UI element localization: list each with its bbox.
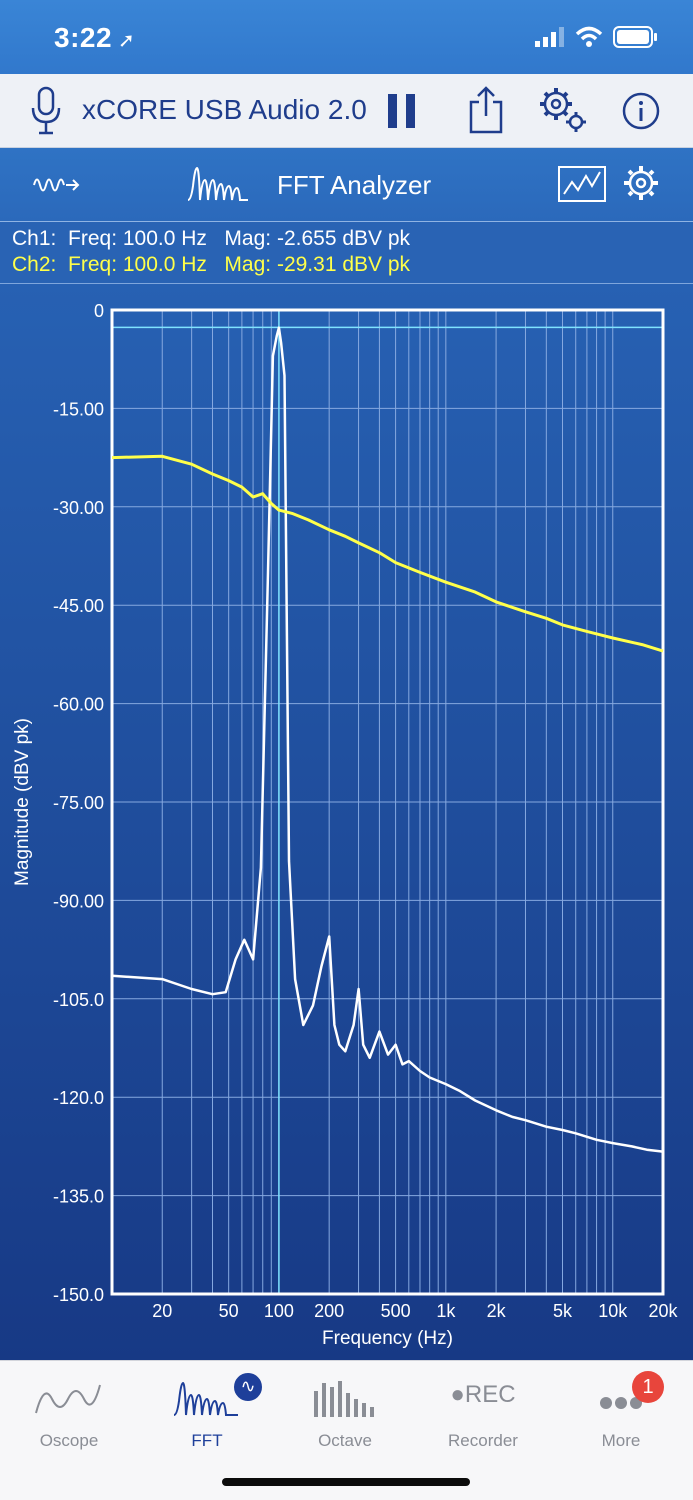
x-tick-label: 500 [381,1301,411,1321]
ch1-readout: Ch1: Freq: 100.0 Hz Mag: -2.655 dBV pk [12,227,411,250]
fft-icon [187,166,248,201]
device-title[interactable]: xCORE USB Audio 2.0 [82,94,367,125]
location-icon: ➚ [118,30,136,52]
analyzer-title: FFT Analyzer [277,170,432,200]
device-settings-icon[interactable] [538,86,590,136]
signal-icon [535,27,564,47]
ch2-readout: Ch2: Freq: 100.0 Hz Mag: -29.31 dBV pk [12,253,411,276]
tab-fft[interactable]: ∿ FFT [138,1371,276,1461]
tab-label: More [601,1431,641,1450]
tab-label: FFT [191,1431,223,1450]
series-line-ch1 [111,326,664,1153]
plot-frame [110,308,665,1296]
notification-badge: 1 [632,1371,664,1403]
microphone-icon[interactable] [30,86,62,136]
generator-icon[interactable] [32,172,82,198]
status-time: 3:22 ➚ [54,22,136,53]
battery-icon [613,26,657,48]
pause-button[interactable] [388,94,416,128]
status-bar: 3:22 ➚ [0,0,693,74]
fft-generator-badge: ∿ [232,1371,264,1403]
y-tick-label: -30.00 [53,498,104,518]
y-tick-label: -60.00 [53,695,104,715]
tab-octave[interactable]: Octave [276,1371,414,1461]
y-tick-label: -150.0 [53,1285,104,1305]
tab-label: Octave [318,1431,372,1450]
y-tick-label: -75.00 [53,793,104,813]
measurement-readout: Ch1: Freq: 100.0 Hz Mag: -2.655 dBV pk C… [0,222,693,284]
x-tick-label: 50 [219,1301,239,1321]
fft-tab-icon [173,1381,238,1416]
x-tick-label: 5k [553,1301,573,1321]
y-tick-label: -135.0 [53,1187,104,1207]
x-tick-label: 2k [487,1301,507,1321]
analyzer-settings-icon[interactable] [622,164,660,202]
tab-label: Oscope [39,1431,99,1450]
tab-recorder[interactable]: ●REC Recorder [414,1371,552,1461]
y-axis-label: Magnitude (dBV pk) [12,718,33,886]
y-tick-label: -15.00 [53,399,104,419]
chart-mode-icon[interactable] [558,166,606,202]
home-indicator [222,1478,470,1486]
status-icons [535,26,657,48]
y-tick-label: -120.0 [53,1088,104,1108]
x-tick-label: 20 [152,1301,172,1321]
tab-bar: Oscope ∿ FFT Octave ●REC Recorder 1 More [0,1360,693,1500]
y-tick-label: -105.0 [53,990,104,1010]
y-tick-label: -90.00 [53,891,104,911]
wifi-icon [575,26,603,47]
x-tick-label: 10k [598,1301,628,1321]
x-axis-label: Frequency (Hz) [322,1328,453,1349]
tab-more[interactable]: 1 More [552,1371,690,1461]
x-tick-label: 200 [314,1301,344,1321]
fft-chart[interactable]: 0 -15.00 -30.00 -45.00 -60.00 -75.00 -90.00 -10… [0,284,693,1360]
octave-icon [314,1381,374,1417]
y-tick-label: 0 [94,301,104,321]
tab-oscope[interactable]: Oscope [0,1371,138,1461]
x-tick-label: 20k [648,1301,678,1321]
x-tick-label: 1k [436,1301,456,1321]
x-tick-label: 100 [264,1301,294,1321]
oscope-icon [35,1384,101,1414]
recorder-icon: ●REC [450,1381,516,1408]
share-icon[interactable] [468,86,504,134]
series-line-ch2 [111,454,664,653]
y-tick-label: -45.00 [53,596,104,616]
info-icon[interactable] [622,92,660,130]
fft-plot[interactable]: 0 -15.00 -30.00 -45.00 -60.00 -75.00 -90.00 -10… [0,284,693,1360]
device-toolbar: xCORE USB Audio 2.0 [0,74,693,148]
analyzer-toolbar: FFT Analyzer [0,148,693,222]
tab-label: Recorder [448,1431,518,1450]
